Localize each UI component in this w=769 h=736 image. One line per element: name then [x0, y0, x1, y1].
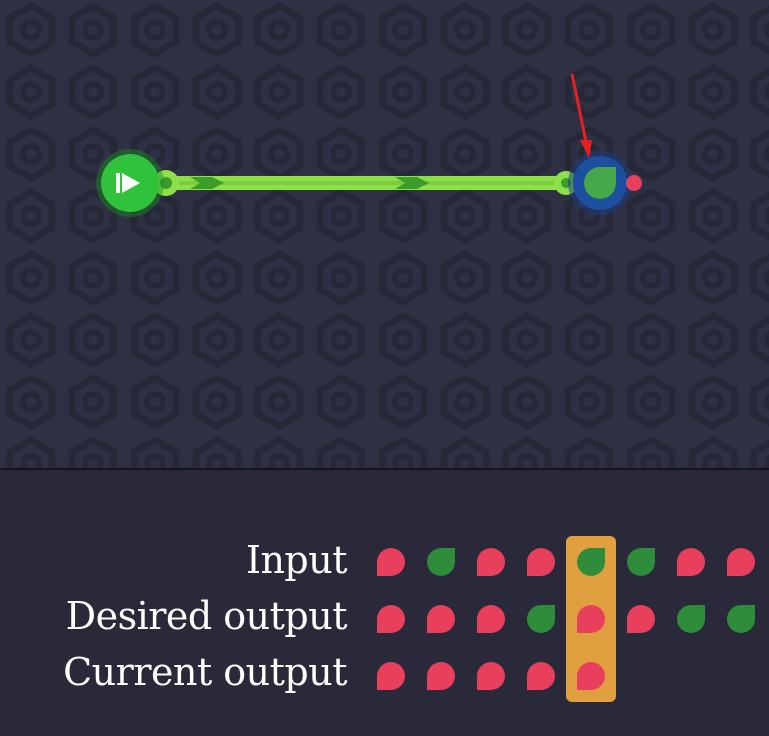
input-token-red	[677, 548, 705, 576]
input-token-green	[627, 548, 655, 576]
current-output-row-label: Current output	[63, 650, 347, 694]
input-token-green	[427, 548, 455, 576]
current-token-red	[377, 662, 405, 690]
desired-output-row-label: Desired output	[65, 594, 348, 638]
wire-direction-chevron	[395, 177, 429, 189]
input-token-red	[477, 548, 505, 576]
sequence-panel	[0, 470, 769, 736]
current-token-red	[427, 662, 455, 690]
current-token-red	[577, 662, 605, 690]
desired-token-red	[427, 605, 455, 633]
current-token-red	[527, 662, 555, 690]
play-icon	[116, 173, 140, 193]
source-node[interactable]	[96, 149, 164, 217]
desired-token-green	[527, 605, 555, 633]
wire-direction-chevron	[190, 177, 224, 189]
desired-token-green	[677, 605, 705, 633]
annotation-arrow	[570, 73, 592, 158]
wire-connection[interactable]	[153, 170, 578, 196]
hex-background-pattern	[0, 0, 769, 468]
input-token-green	[577, 548, 605, 576]
desired-token-red	[477, 605, 505, 633]
current-token-red	[477, 662, 505, 690]
leaf-icon	[584, 167, 616, 199]
input-row-label: Input	[245, 538, 348, 582]
desired-token-green	[727, 605, 755, 633]
puzzle-board[interactable]	[0, 0, 769, 468]
board-divider	[0, 468, 769, 470]
sink-node[interactable]	[568, 151, 642, 215]
sink-output-port[interactable]	[626, 175, 642, 191]
desired-token-red	[577, 605, 605, 633]
input-token-red	[377, 548, 405, 576]
desired-token-red	[377, 605, 405, 633]
input-token-red	[727, 548, 755, 576]
input-token-red	[527, 548, 555, 576]
desired-token-red	[627, 605, 655, 633]
sequence-tokens	[377, 548, 755, 690]
